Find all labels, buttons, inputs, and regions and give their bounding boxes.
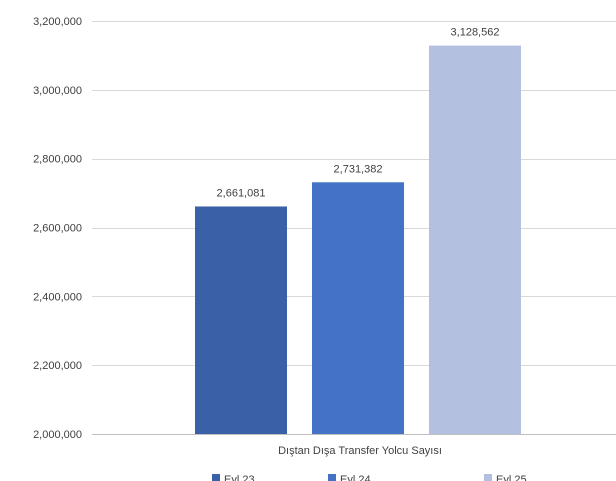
legend-label: Eyl.25 bbox=[496, 474, 527, 481]
bar-eyl-24 bbox=[312, 182, 404, 434]
legend-swatch bbox=[484, 474, 492, 481]
legend-label: Eyl.24 bbox=[340, 474, 371, 481]
legend-swatch bbox=[212, 474, 220, 481]
data-labels: 2,661,081 2,731,382 3,128,562 bbox=[217, 27, 500, 200]
y-tick-label: 3,000,000 bbox=[33, 85, 82, 97]
bars bbox=[195, 45, 521, 434]
data-label: 3,128,562 bbox=[451, 27, 500, 39]
y-axis-tick-labels: 2,000,000 2,200,000 2,400,000 2,600,000 2,80… bbox=[33, 16, 82, 441]
y-tick-label: 2,200,000 bbox=[33, 360, 82, 372]
y-tick-label: 2,600,000 bbox=[33, 223, 82, 235]
data-label: 2,731,382 bbox=[334, 163, 383, 175]
bar-eyl-23 bbox=[195, 206, 287, 434]
legend-label: Eyl.23 bbox=[224, 474, 255, 481]
legend: Eyl.23 Eyl.24 Eyl.25 bbox=[212, 474, 527, 481]
y-tick-label: 2,400,000 bbox=[33, 291, 82, 303]
y-tick-label: 2,000,000 bbox=[33, 429, 82, 441]
y-tick-label: 3,200,000 bbox=[33, 16, 82, 28]
legend-swatch bbox=[328, 474, 336, 481]
y-tick-label: 2,800,000 bbox=[33, 154, 82, 166]
data-label: 2,661,081 bbox=[217, 187, 266, 199]
category-label: Dıştan Dışa Transfer Yolcu Sayısı bbox=[278, 445, 442, 457]
bar-eyl-25 bbox=[429, 45, 521, 434]
